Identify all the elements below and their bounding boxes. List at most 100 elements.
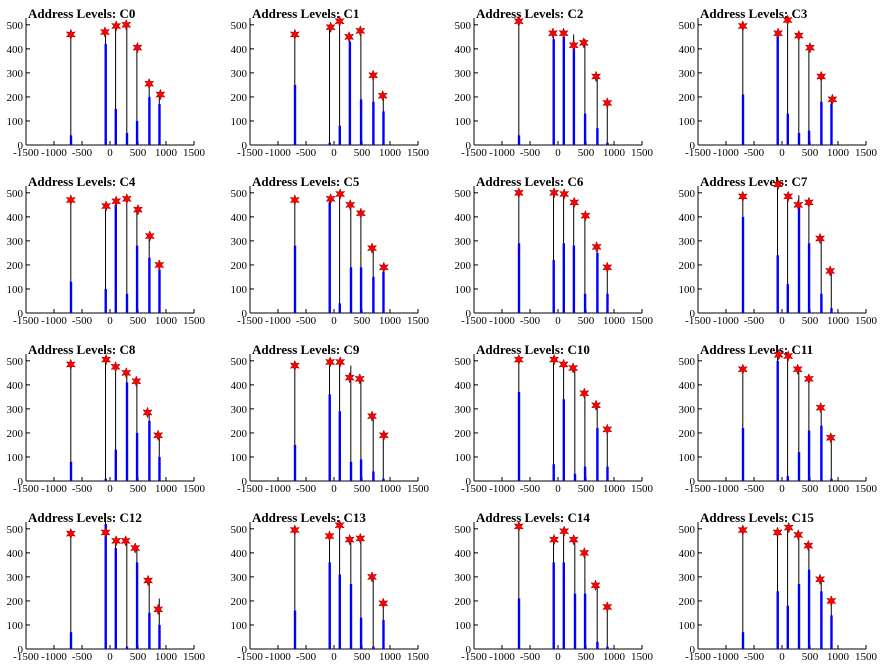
y-tick-label: 400 — [7, 44, 24, 56]
histogram-bar-blue — [158, 456, 161, 481]
histogram-bar-blue — [69, 135, 73, 145]
histogram-bar-blue — [583, 293, 587, 313]
histogram-bar-blue — [349, 267, 353, 313]
chart-plot: 0 100 200 300 400 500 -1500 -1000 -500 0 500 1000 15… — [231, 519, 430, 663]
histogram-bar-blue — [372, 471, 375, 481]
y-tick-label: 0 — [242, 644, 248, 656]
chart-title: Address Levels: C14 — [476, 510, 590, 525]
x-tick-label: -1500 — [13, 651, 39, 663]
histogram-bar-blue — [372, 276, 375, 313]
peak-marker — [803, 372, 814, 385]
x-tick-label: -500 — [72, 483, 93, 495]
histogram-bar-blue — [830, 478, 833, 481]
peak-marker — [548, 533, 560, 546]
x-tick-label: 1500 — [855, 315, 878, 327]
peak-marker — [793, 528, 804, 541]
chart-panel: Address Levels: C11 0 100 200 300 400 500 -1500… — [672, 336, 896, 504]
x-tick-label: -500 — [520, 483, 541, 495]
x-tick-label: 0 — [107, 147, 113, 159]
peak-marker — [590, 579, 601, 592]
peak-marker — [602, 97, 613, 109]
y-tick-label: 0 — [18, 476, 24, 488]
x-tick-label: 1000 — [155, 483, 178, 495]
x-tick-label: 500 — [578, 147, 595, 159]
histogram-bar-blue — [338, 125, 341, 145]
x-tick-label: 1500 — [407, 147, 430, 159]
x-tick-label: 500 — [578, 315, 595, 327]
y-tick-label: 400 — [231, 44, 248, 56]
histogram-bar-blue — [338, 574, 341, 649]
peak-marker — [568, 39, 579, 52]
histogram-bar-blue — [349, 584, 353, 649]
peak-marker — [378, 261, 389, 274]
histogram-bar-blue — [807, 569, 811, 649]
peak-marker — [814, 232, 826, 245]
y-tick-label: 200 — [231, 260, 248, 272]
chart-plot: 0 100 200 300 400 500 -1500 -1000 -500 0 500 1000 15… — [455, 520, 654, 663]
histogram-bar-blue — [382, 111, 385, 145]
y-tick-label: 500 — [7, 524, 24, 536]
chart-panel: Address Levels: C0 0 100 200 300 400 500 -1500-… — [0, 0, 224, 168]
histogram-bar-blue — [583, 113, 587, 145]
x-tick-label: 1000 — [155, 147, 178, 159]
x-tick-label: -1000 — [41, 651, 67, 663]
histogram-bar-blue — [786, 113, 789, 145]
chart-panel: Address Levels: C4 0 100 200 300 400 500 -1500-… — [0, 168, 224, 336]
peak-marker — [793, 198, 804, 211]
y-tick-label: 500 — [455, 188, 472, 200]
y-tick-label: 200 — [7, 92, 24, 104]
chart-plot: 0 100 200 300 400 500 -1500 -1000 -500 0 500 1000 15… — [231, 186, 430, 327]
peak-marker — [131, 375, 142, 388]
histogram-bar-blue — [807, 243, 811, 313]
x-tick-label: -1500 — [461, 483, 487, 495]
y-tick-label: 300 — [231, 236, 248, 248]
y-tick-label: 300 — [679, 404, 696, 416]
x-tick-label: 1000 — [603, 147, 626, 159]
x-tick-label: 1500 — [183, 315, 206, 327]
histogram-bar-blue — [552, 39, 555, 145]
x-tick-label: -500 — [72, 651, 93, 663]
y-tick-label: 100 — [455, 620, 472, 632]
y-tick-label: 200 — [231, 92, 248, 104]
x-tick-label: 1500 — [631, 147, 654, 159]
histogram-bar-blue — [338, 411, 341, 481]
y-tick-label: 400 — [231, 548, 248, 560]
x-tick-label: -1000 — [713, 651, 739, 663]
x-tick-label: -1500 — [237, 315, 263, 327]
y-tick-label: 400 — [679, 212, 696, 224]
peak-marker — [737, 524, 748, 536]
histogram-bar-blue — [741, 632, 745, 649]
chart-panel: Address Levels: C2 0 100 200 300 400 500 -1500-… — [448, 0, 672, 168]
x-tick-label: 0 — [107, 315, 113, 327]
x-tick-label: 0 — [555, 483, 561, 495]
y-tick-label: 400 — [679, 380, 696, 392]
peak-marker — [782, 14, 793, 26]
peak-marker — [377, 89, 388, 102]
x-tick-label: 1500 — [631, 315, 654, 327]
histogram-bar-blue — [562, 36, 565, 146]
y-tick-label: 0 — [466, 140, 472, 152]
peak-marker — [578, 36, 589, 49]
y-tick-label: 400 — [455, 212, 472, 224]
peak-marker — [100, 353, 112, 366]
histogram-bar-blue — [562, 243, 565, 313]
chart-plot: 0 100 200 300 400 500 -1500 -1000 -500 0 500 1000 15… — [455, 186, 654, 327]
y-tick-label: 500 — [7, 356, 24, 368]
y-tick-label: 200 — [679, 596, 696, 608]
y-tick-label: 100 — [7, 620, 24, 632]
y-tick-label: 0 — [242, 140, 248, 152]
histogram-bar-blue — [741, 94, 745, 145]
peak-marker — [827, 93, 838, 106]
peak-marker — [344, 371, 355, 384]
y-tick-label: 200 — [455, 596, 472, 608]
y-tick-label: 200 — [231, 596, 248, 608]
histogram-bar-blue — [776, 255, 779, 313]
x-tick-label: -1500 — [461, 315, 487, 327]
peak-marker — [110, 360, 121, 373]
chart-panel: Address Levels: C3 0 100 200 300 400 500 -1500-… — [672, 0, 896, 168]
peak-marker — [132, 41, 143, 54]
histogram-bar-blue — [820, 293, 823, 313]
x-tick-label: 1000 — [379, 315, 402, 327]
peak-marker — [558, 358, 569, 371]
